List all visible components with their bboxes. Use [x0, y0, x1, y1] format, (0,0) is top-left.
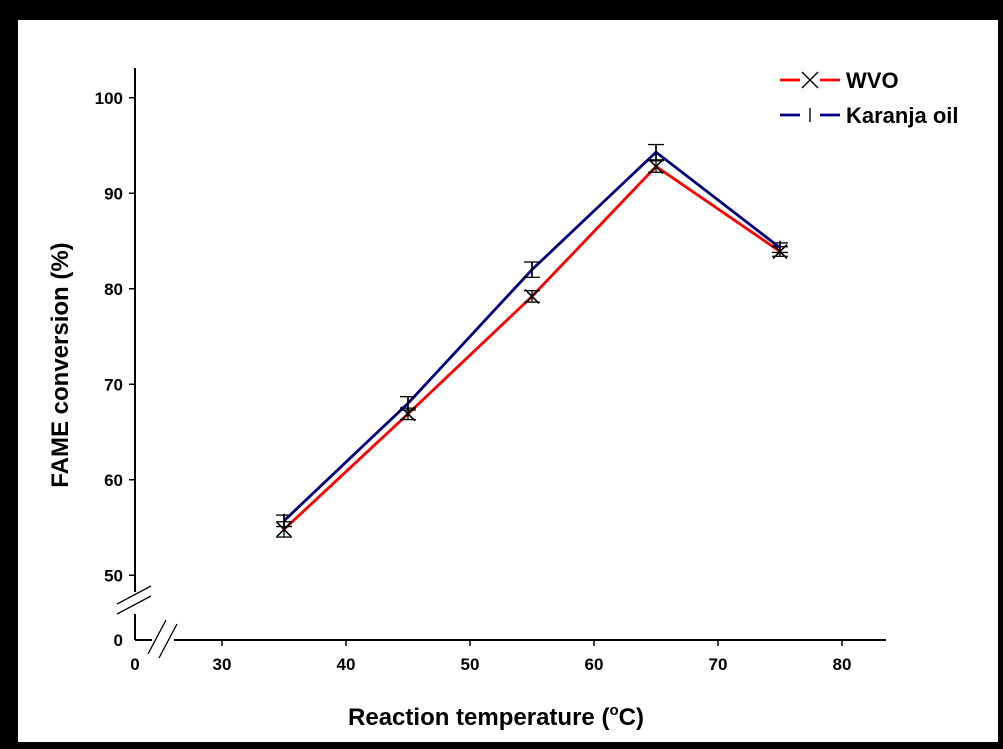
- y-tick-label: 60: [104, 471, 123, 490]
- axes: [116, 68, 886, 659]
- x-tick-label: 30: [213, 655, 232, 674]
- x-tick-label: 0: [130, 655, 139, 674]
- y-axis-title: FAME conversion (%): [47, 242, 74, 487]
- x-axis-break: [147, 619, 178, 659]
- legend-label: Karanja oil: [846, 103, 958, 128]
- chart-panel: 0 50 60 70 80 90 100 0 30 40 50 60 70 80 WVO Karanja o…: [18, 20, 998, 742]
- legend-item-wvo: WVO: [780, 68, 899, 93]
- y-tick-label: 100: [95, 89, 123, 108]
- x-tick-label: 80: [833, 655, 852, 674]
- data-point: [648, 158, 664, 175]
- series-line: [283, 164, 781, 531]
- legend-label: WVO: [846, 68, 899, 93]
- x-tick-label: 40: [337, 655, 356, 674]
- data-point: [276, 521, 292, 537]
- ticks: 0 50 60 70 80 90 100 0 30 40 50 60 70 80: [95, 89, 852, 674]
- series-layer: [276, 143, 788, 538]
- legend: WVO Karanja oil: [780, 68, 958, 128]
- x-axis-title: Reaction temperature (oC): [348, 702, 644, 731]
- y-tick-label: 80: [104, 280, 123, 299]
- fame-conversion-chart: 0 50 60 70 80 90 100 0 30 40 50 60 70 80 WVO Karanja o…: [47, 68, 958, 731]
- series-wvo: [276, 158, 788, 538]
- legend-item-karanja-oil: Karanja oil: [780, 103, 958, 128]
- y-tick-label: 70: [104, 375, 123, 394]
- x-tick-label: 60: [585, 655, 604, 674]
- data-point: [524, 288, 540, 304]
- x-tick-label: 50: [461, 655, 480, 674]
- y-tick-label: 90: [104, 184, 123, 203]
- y-tick-label: 0: [114, 631, 123, 650]
- y-tick-label: 50: [104, 566, 123, 585]
- series-line: [283, 150, 781, 522]
- x-tick-label: 70: [709, 655, 728, 674]
- series-karanja-oil: [276, 143, 788, 528]
- y-axis-break: [116, 585, 152, 615]
